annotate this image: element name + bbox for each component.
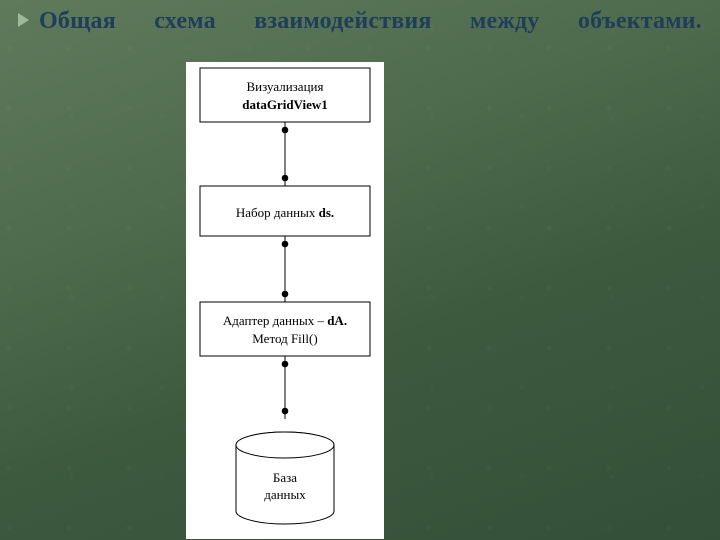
svg-text:Визуализация: Визуализация [247, 79, 324, 94]
flowchart-svg: Визуализация dataGridView1 Набор данных ds… [186, 62, 384, 539]
node-n2: Набор данных ds. [200, 186, 370, 236]
svg-text:dataGridView1: dataGridView1 [242, 97, 327, 112]
page-title: Общая схема взаимодействия между объекта… [39, 6, 702, 37]
node-n4: База данных [236, 432, 334, 524]
node-n1: Визуализация dataGridView1 [200, 68, 370, 122]
svg-text:Адаптер данных – dA.: Адаптер данных – dA. [223, 313, 347, 328]
svg-text:Набор данных ds.: Набор данных ds. [236, 205, 334, 220]
svg-text:База: База [273, 470, 297, 485]
diagram-panel: Визуализация dataGridView1 Набор данных ds… [186, 62, 384, 539]
svg-text:данных: данных [264, 487, 306, 502]
node-n3: Адаптер данных – dA. Метод Fill() [200, 302, 370, 356]
play-bullet-icon [18, 13, 29, 27]
heading-row: Общая схема взаимодействия между объекта… [18, 6, 702, 37]
svg-text:Метод Fill(): Метод Fill() [252, 331, 317, 346]
